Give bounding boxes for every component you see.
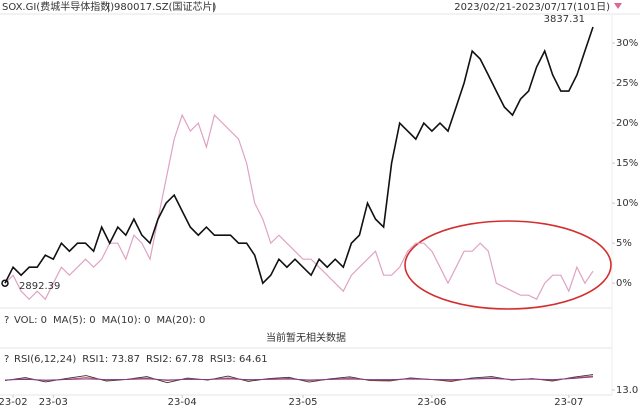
y-tick-label: 25% (616, 78, 638, 89)
legend-label: RSI(6,12,24) (14, 354, 76, 365)
y-tick-label: 13.0 (616, 385, 638, 396)
start-point (1, 279, 9, 287)
legend-label: MA(5): 0 (53, 315, 96, 326)
header-label: SOX.GI(费城半导体指数) (2, 0, 114, 13)
highlight-ellipse (404, 220, 612, 310)
series-line (4, 113, 594, 301)
x-tick-label: 23-04 (168, 397, 197, 408)
header-label: | (212, 2, 215, 13)
legend-label: MA(20): 0 (156, 315, 205, 326)
legend-label: MA(10): 0 (102, 315, 151, 326)
y-tick-label: 30% (616, 38, 638, 49)
y-tick-label: 10% (616, 198, 638, 209)
date-range: 2023/02/21-2023/07/17(101日) (454, 2, 610, 13)
y-tick-label: 15% (616, 158, 638, 169)
help-icon[interactable]: ? (4, 315, 9, 326)
y-tick-label: 20% (616, 118, 638, 129)
end-label: 3837.31 (544, 14, 585, 25)
y-tick-label: 5% (616, 238, 632, 249)
empty-message: 当前暂无相关数据 (266, 331, 346, 344)
header-label: | (107, 2, 110, 13)
dropdown-icon[interactable] (614, 3, 622, 9)
x-tick-label: 23-07 (554, 397, 583, 408)
start-label: 2892.39 (19, 281, 60, 292)
legend-label: RSI2: 67.78 (146, 354, 204, 365)
legend-label: RSI1: 73.87 (82, 354, 140, 365)
x-tick-label: 23-03 (39, 397, 68, 408)
x-tick-label: 23-02 (0, 397, 28, 408)
x-tick-label: 23-06 (417, 397, 446, 408)
x-tick-label: 23-05 (288, 397, 317, 408)
series-line (4, 26, 594, 285)
legend-label: RSI3: 64.61 (210, 354, 268, 365)
y-tick-label: 0% (616, 278, 632, 289)
rsi-line (4, 376, 594, 381)
header-label: 980017.SZ(国证芯片) (114, 0, 216, 13)
legend-label: VOL: 0 (14, 315, 47, 326)
help-icon[interactable]: ? (4, 354, 9, 365)
